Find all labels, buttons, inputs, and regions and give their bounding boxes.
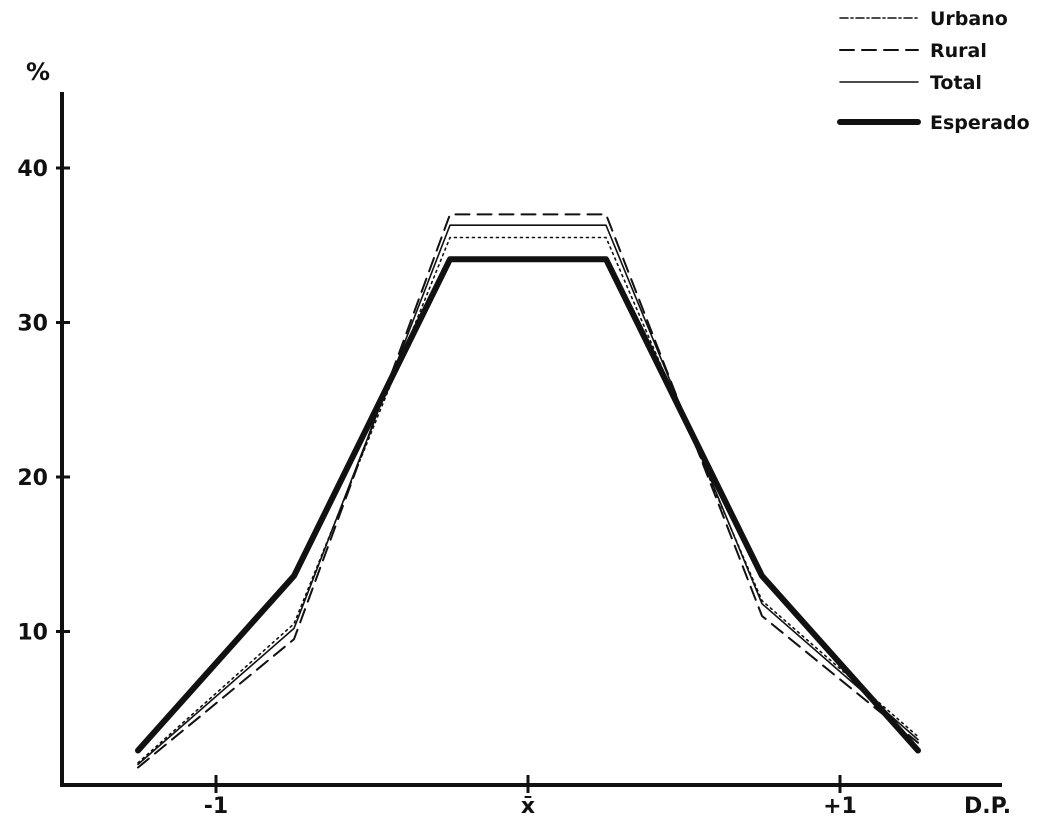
- x-tick-label: +1: [823, 794, 857, 819]
- x-tick-label: x̄: [521, 794, 535, 819]
- series-line-urbano: [137, 236, 919, 764]
- series-line-total: [137, 224, 919, 766]
- legend-label-total: Total: [930, 72, 982, 94]
- series-line-rural: [137, 213, 919, 769]
- legend: Urbano Rural Total Esperado: [837, 8, 1030, 134]
- y-tick-label: 10: [17, 621, 48, 646]
- y-axis-label: %: [26, 58, 50, 86]
- x-tick-label: -1: [204, 794, 228, 819]
- series-line-esperado: [135, 256, 921, 754]
- legend-label-urbano: Urbano: [930, 8, 1008, 30]
- legend-label-rural: Rural: [930, 40, 987, 62]
- y-tick-label: 40: [17, 157, 48, 182]
- y-tick-label: 20: [17, 466, 48, 491]
- legend-label-esperado: Esperado: [930, 112, 1030, 134]
- x-axis-label: D.P.: [964, 794, 1011, 819]
- y-tick-label: 30: [17, 312, 48, 337]
- series-lines: [135, 213, 921, 769]
